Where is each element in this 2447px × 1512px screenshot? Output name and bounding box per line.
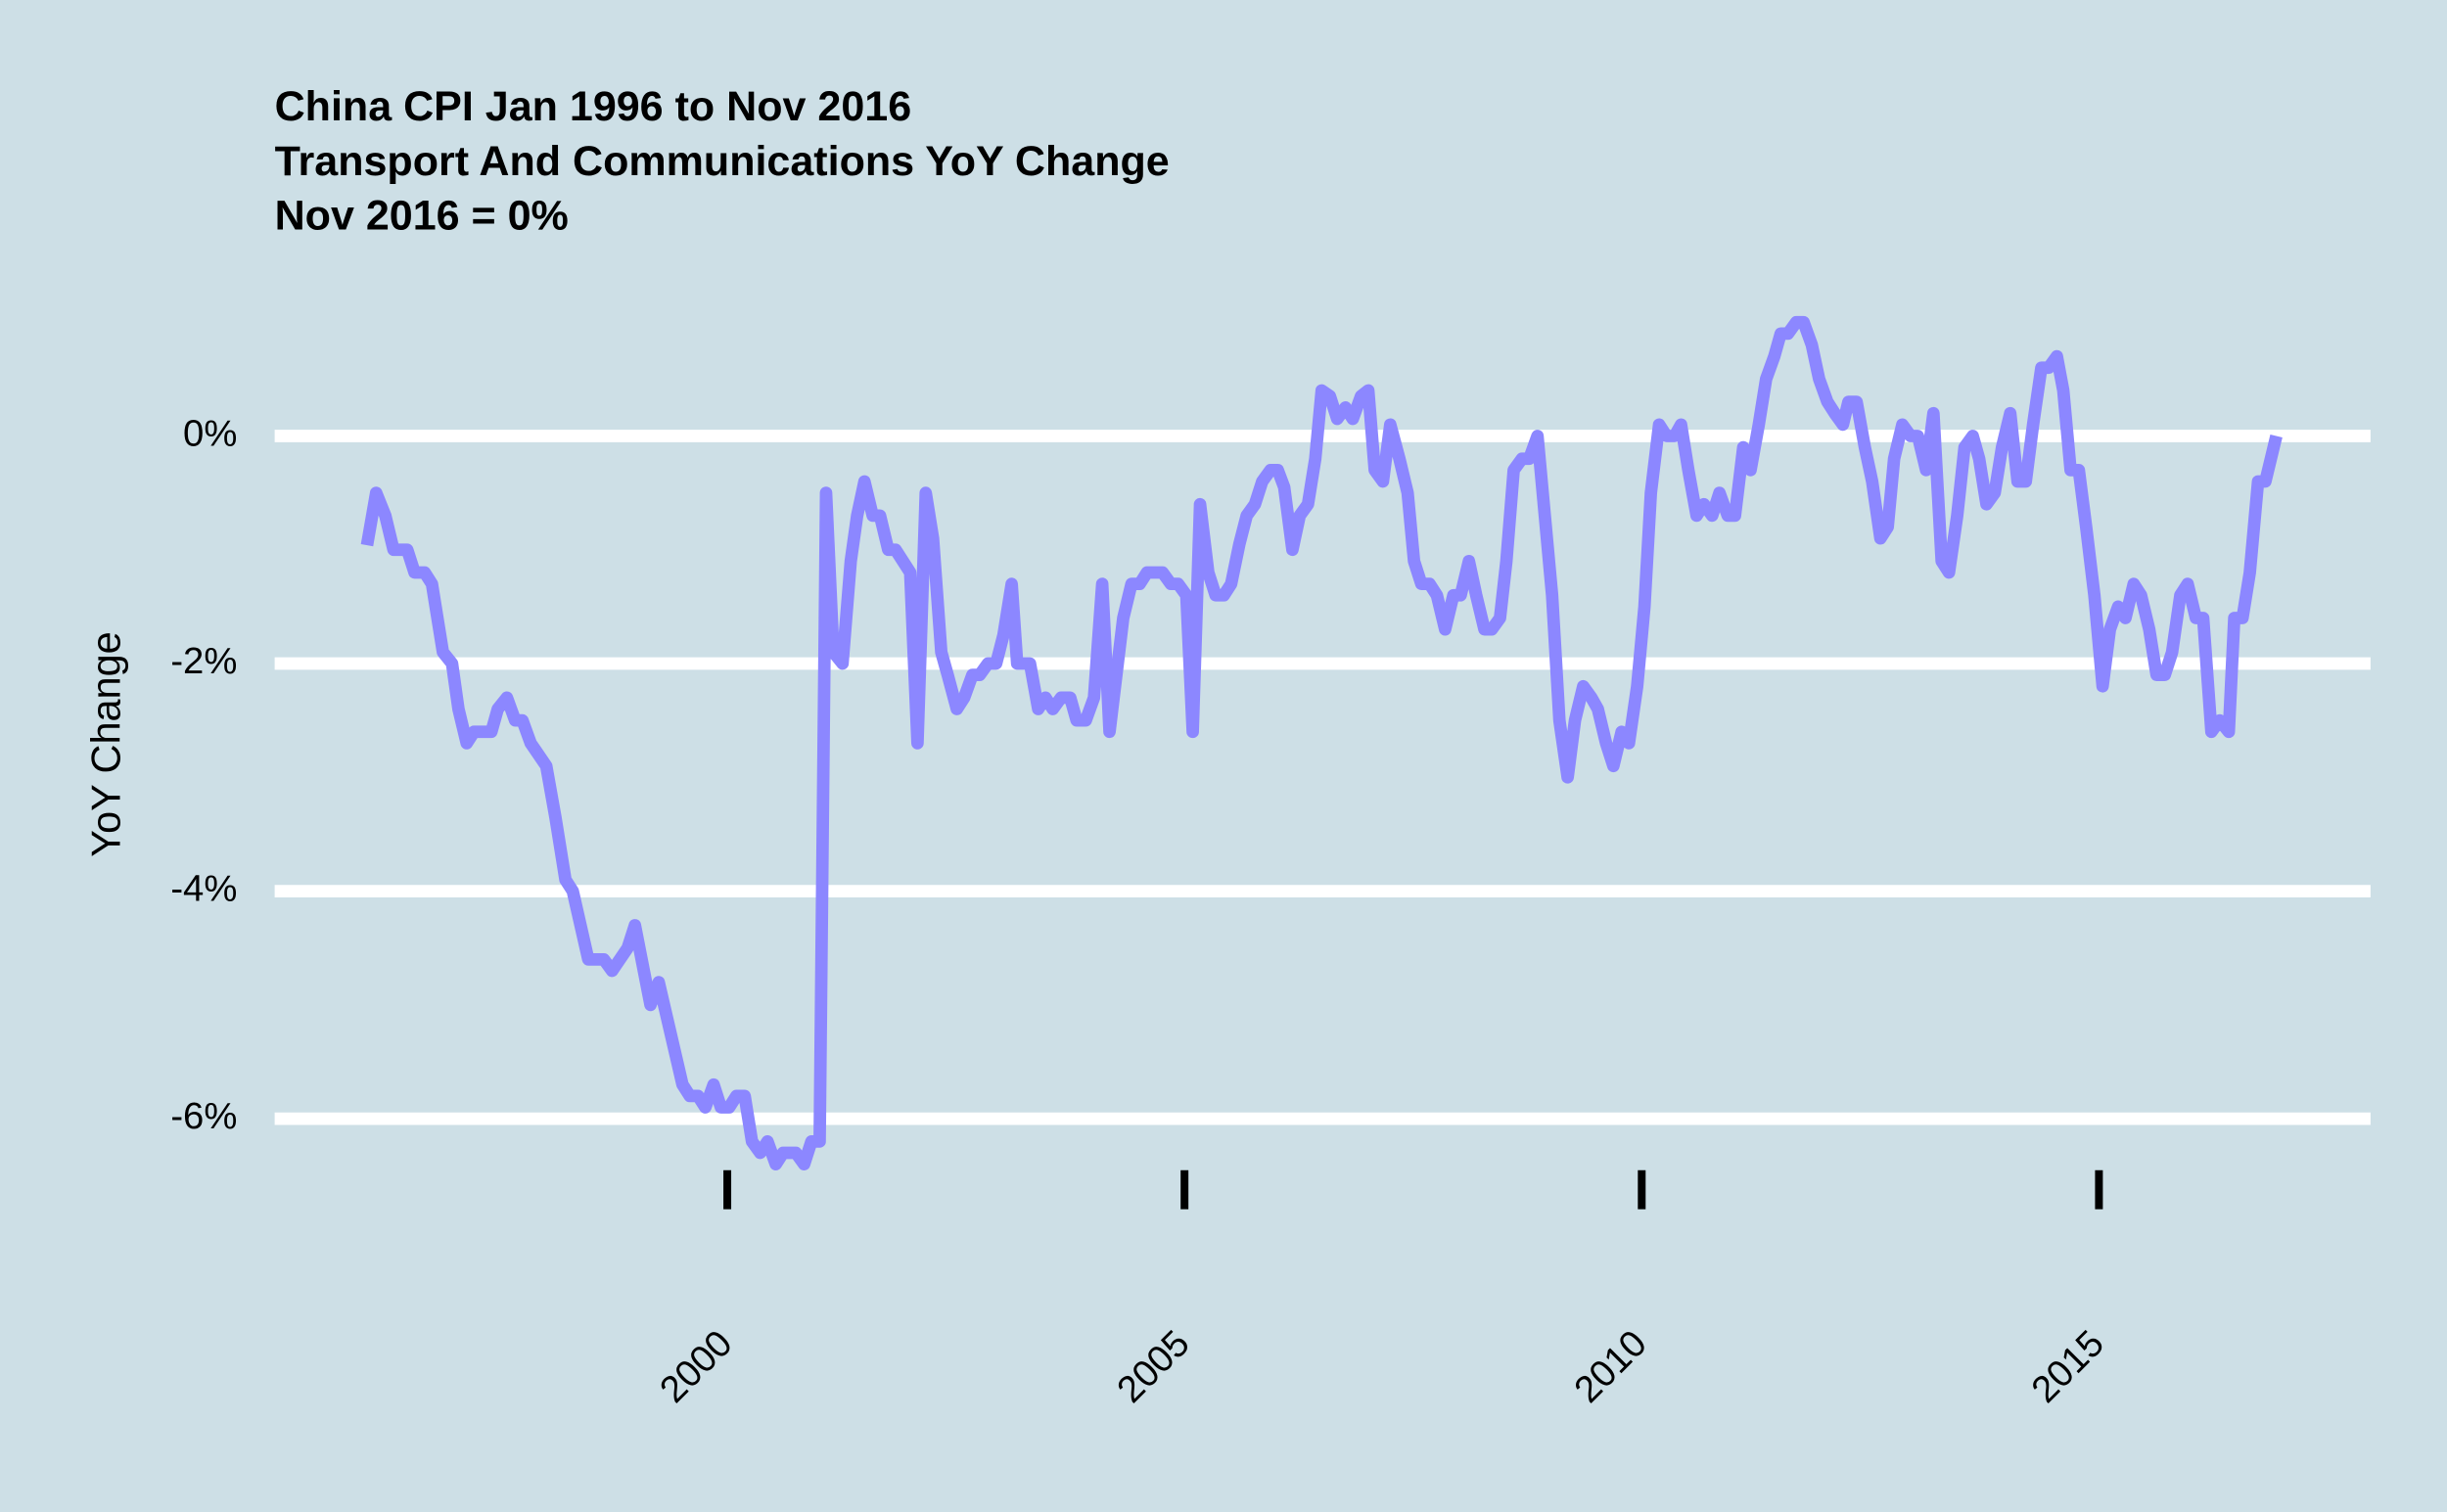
y-tick-label: -6% xyxy=(170,1095,237,1137)
y-tick-label: -2% xyxy=(170,640,237,682)
y-tick-label: 0% xyxy=(183,413,237,455)
chart-title: China CPI Jan 1996 to Nov 2016 xyxy=(275,83,912,130)
y-tick-label: -4% xyxy=(170,868,237,910)
chart-title: Nov 2016 = 0% xyxy=(275,193,569,240)
chart-title: Transport And Communications YoY Change xyxy=(275,138,1170,185)
y-axis-label: YoY Change xyxy=(83,631,129,856)
data-line xyxy=(360,315,2283,1171)
